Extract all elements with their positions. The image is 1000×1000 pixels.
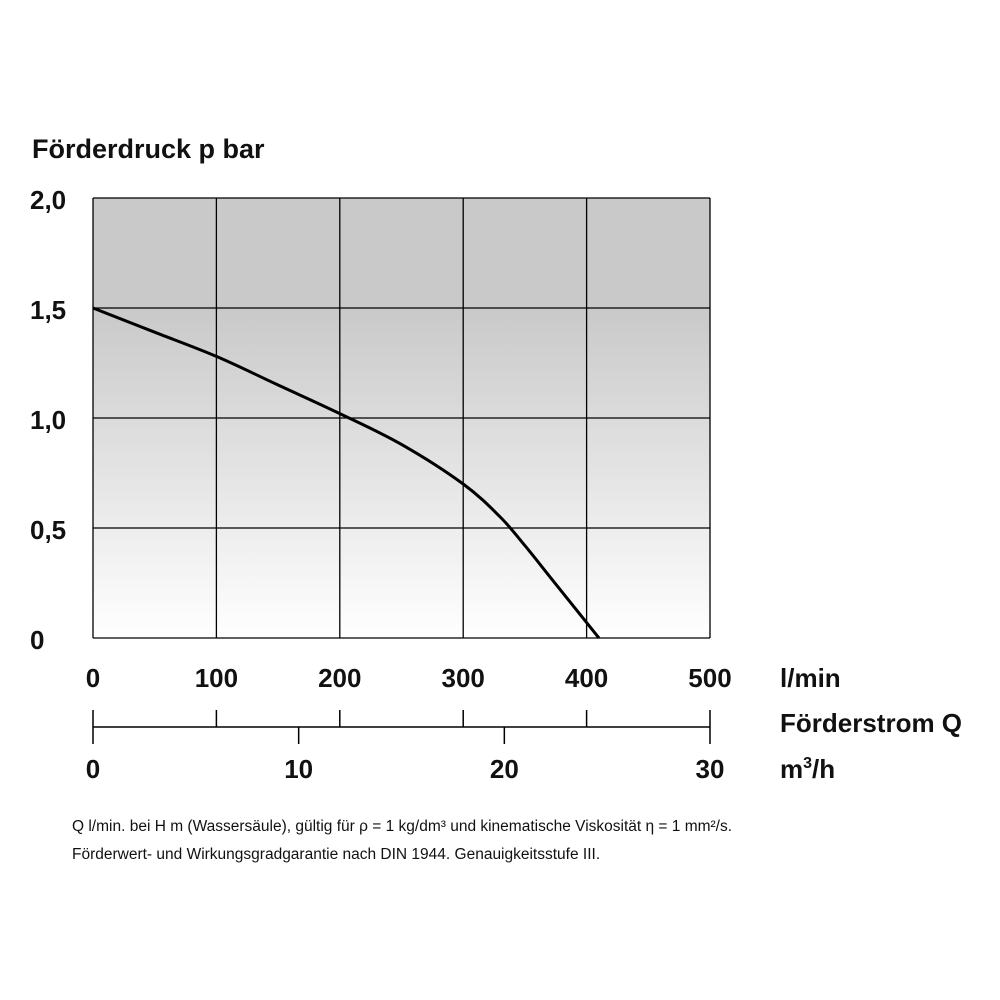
y-axis-ticks: 0 0,5 1,0 1,5 2,0 (30, 185, 66, 655)
pressure-curve (92, 306, 601, 639)
y-tick-label: 0 (30, 625, 44, 655)
x-tick-label-m3h: 30 (696, 754, 725, 784)
x-tick-label-lmin: 400 (565, 663, 608, 693)
y-tick-label: 1,5 (30, 295, 66, 325)
y-tick-label: 0,5 (30, 515, 66, 545)
x-unit-lmin: l/min (780, 663, 841, 693)
x-unit-m3h: m3/h (780, 754, 835, 784)
x-axis-label: Förderstrom Q (780, 708, 962, 738)
x-tick-label-lmin: 100 (195, 663, 238, 693)
chart-title: Förderdruck p bar (32, 134, 265, 164)
y-tick-label: 1,0 (30, 405, 66, 435)
x-axis-lmin-ticks: 0 100 200 300 400 500 (86, 663, 732, 693)
footnote-validity: Q l/min. bei H m (Wassersäule), gültig f… (72, 818, 733, 835)
y-tick-label: 2,0 (30, 185, 66, 215)
x-tick-label-lmin: 300 (442, 663, 485, 693)
grid-lines (92, 197, 711, 639)
x-axis-m3h: 0 10 20 30 (86, 710, 725, 784)
x-tick-label-lmin: 200 (318, 663, 361, 693)
footnote-guarantee: Förderwert- und Wirkungsgradgarantie nac… (72, 846, 601, 863)
x-tick-label-m3h: 0 (86, 754, 100, 784)
x-tick-label-m3h: 10 (284, 754, 313, 784)
x-tick-label-m3h: 20 (490, 754, 519, 784)
x-tick-label-lmin: 500 (688, 663, 731, 693)
x-tick-label-lmin: 0 (86, 663, 100, 693)
